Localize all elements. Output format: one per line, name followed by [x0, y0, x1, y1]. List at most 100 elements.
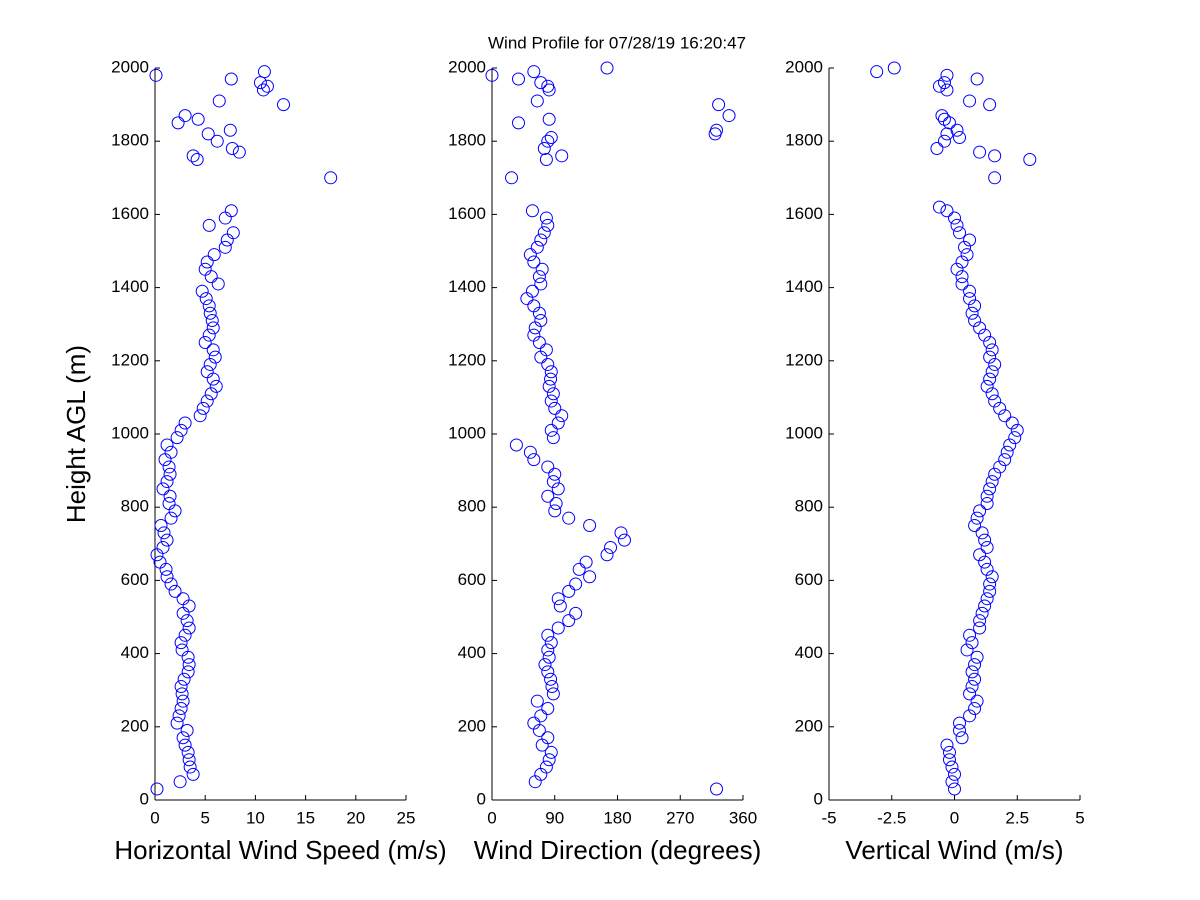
point — [157, 526, 171, 540]
point — [940, 738, 954, 752]
point — [993, 401, 1007, 415]
point — [973, 621, 987, 635]
point — [532, 270, 546, 284]
y-tick-label: 400 — [458, 643, 486, 662]
point — [953, 723, 967, 737]
point — [182, 658, 196, 672]
point — [527, 716, 541, 730]
point — [965, 680, 979, 694]
point — [980, 489, 994, 503]
y-tick-label: 200 — [121, 716, 149, 735]
point — [544, 131, 558, 145]
point — [181, 665, 195, 679]
point — [206, 321, 220, 335]
point — [968, 519, 982, 532]
point — [168, 584, 182, 598]
point — [970, 650, 984, 664]
y-tick-label: 2000 — [785, 57, 823, 76]
point — [963, 628, 977, 642]
point — [186, 149, 200, 163]
point — [980, 562, 994, 576]
point — [541, 628, 555, 642]
point — [539, 153, 553, 166]
point — [973, 504, 987, 518]
point — [935, 109, 949, 123]
point — [988, 467, 1002, 481]
y-tick-label: 800 — [121, 497, 149, 516]
point — [542, 112, 556, 126]
point — [544, 745, 558, 759]
point — [154, 519, 168, 532]
point — [160, 533, 174, 547]
point — [546, 475, 560, 489]
point — [932, 200, 946, 214]
point — [525, 284, 539, 298]
point — [549, 497, 563, 511]
point — [175, 643, 189, 657]
point — [182, 599, 196, 613]
point — [953, 131, 967, 145]
point — [150, 548, 164, 562]
point — [200, 365, 214, 379]
point — [180, 614, 194, 628]
point — [534, 314, 548, 328]
point — [178, 416, 192, 430]
point — [963, 709, 977, 723]
point — [960, 248, 974, 262]
point — [202, 328, 216, 342]
point — [527, 453, 541, 467]
x-tick-label: 0 — [487, 808, 496, 827]
point — [965, 665, 979, 679]
x-tick-label: 10 — [246, 808, 265, 827]
point — [210, 134, 224, 148]
point — [569, 577, 583, 591]
point — [178, 738, 192, 752]
point — [973, 614, 987, 628]
point — [600, 61, 614, 75]
y-tick-label: 1200 — [448, 350, 486, 369]
point — [551, 621, 565, 635]
point — [183, 760, 197, 774]
point — [199, 292, 213, 306]
point — [985, 387, 999, 401]
point — [190, 153, 204, 166]
point — [978, 555, 992, 569]
point — [562, 511, 576, 525]
point — [942, 745, 956, 759]
point — [983, 336, 997, 349]
point — [1010, 423, 1024, 437]
point — [530, 94, 544, 108]
point — [555, 149, 569, 163]
point — [256, 83, 270, 97]
point — [539, 343, 553, 357]
x-tick-label: -2.5 — [877, 808, 906, 827]
x-tick-label: 360 — [729, 808, 757, 827]
point — [198, 336, 212, 349]
point — [963, 292, 977, 306]
y-tick-label: 600 — [121, 570, 149, 589]
y-tick-label: 200 — [795, 716, 823, 735]
point — [968, 702, 982, 715]
point — [945, 760, 959, 774]
point — [158, 453, 172, 467]
point — [544, 365, 558, 379]
point — [176, 694, 190, 708]
point — [196, 401, 210, 415]
point — [551, 416, 565, 430]
point — [203, 357, 217, 371]
point — [257, 65, 271, 79]
point — [202, 218, 216, 232]
point — [1005, 416, 1019, 430]
point — [534, 709, 548, 723]
x-tick-label: 0 — [950, 808, 959, 827]
point — [973, 145, 987, 159]
point — [963, 284, 977, 298]
x-tick-label: 90 — [545, 808, 564, 827]
point — [204, 270, 218, 284]
y-tick-label: 1800 — [785, 131, 823, 150]
point — [324, 171, 338, 185]
point — [160, 438, 174, 452]
point — [206, 372, 220, 386]
y-tick-label: 600 — [795, 570, 823, 589]
